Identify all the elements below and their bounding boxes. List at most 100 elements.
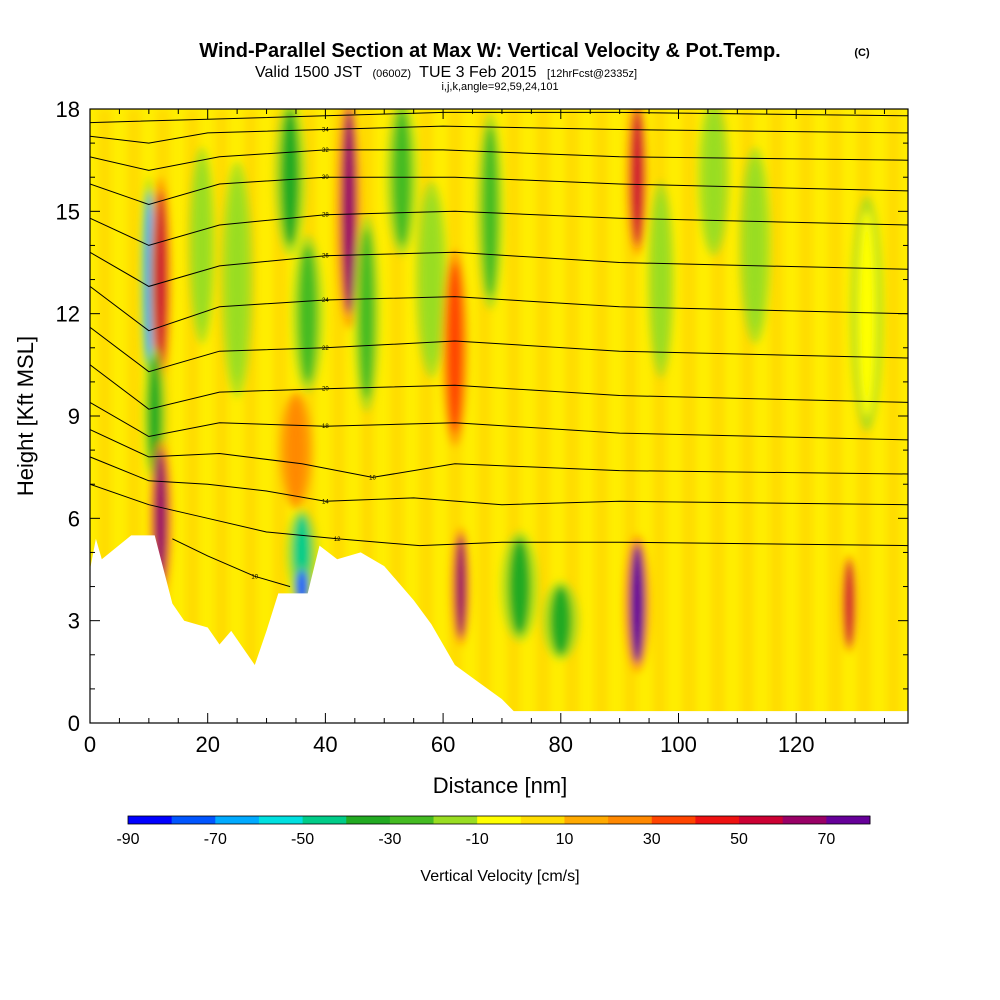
axes: 0 20 40 60 80 100 120 0 3 6 9 12 15 18 <box>56 97 909 757</box>
colorbar-tick-label: -50 <box>291 831 314 848</box>
valid-date: TUE 3 Feb 2015 <box>419 64 537 81</box>
velocity-texture-band <box>682 109 696 723</box>
colorbar-tick-label: 50 <box>730 831 748 848</box>
theta-contours: 34 32 30 28 26 24 22 20 18 16 14 12 10 <box>90 111 908 588</box>
x-tick-label: 120 <box>778 732 815 757</box>
theta-contour <box>90 401 908 441</box>
velocity-cell <box>857 211 876 416</box>
colorbar-tick-label: 30 <box>643 831 661 848</box>
theta-contour <box>90 286 908 332</box>
velocity-cell <box>550 586 572 655</box>
colorbar-tick-label: 10 <box>556 831 574 848</box>
velocity-cell <box>509 538 530 635</box>
x-tick-label: 0 <box>84 732 96 757</box>
colorbar-swatch <box>171 816 216 824</box>
velocity-cell <box>281 109 299 246</box>
colorbar-swatch <box>302 816 347 824</box>
colorbar-swatch <box>128 816 173 824</box>
theta-contour <box>90 111 908 124</box>
theta-contour <box>90 176 908 206</box>
theta-contour <box>90 125 908 144</box>
grid-indices: i,j,k,angle=92,59,24,101 <box>441 81 558 93</box>
theta-contour-label: 14 <box>322 499 329 505</box>
y-tick-label: 15 <box>56 199 80 224</box>
theta-contour-label: 12 <box>334 537 341 543</box>
velocity-texture-band <box>711 109 725 723</box>
velocity-cell <box>287 398 305 502</box>
colorbar-swatch <box>651 816 696 824</box>
velocity-cell <box>629 543 645 664</box>
velocity-cell <box>298 245 317 382</box>
plot-area: 34 32 30 28 26 24 22 20 18 16 14 12 10 <box>90 109 908 723</box>
velocity-cell <box>422 194 441 365</box>
theta-contour <box>90 456 908 506</box>
theta-contour-label: 16 <box>369 475 376 481</box>
valid-zulu: (0600Z) <box>372 68 411 80</box>
x-axis-label: Distance [nm] <box>433 773 568 798</box>
y-tick-label: 0 <box>68 711 80 736</box>
colorbar-swatch <box>433 816 478 824</box>
velocity-cell <box>154 190 167 369</box>
colorbar-swatch <box>695 816 740 824</box>
y-tick-label: 3 <box>68 609 80 634</box>
x-tick-label: 80 <box>549 732 573 757</box>
theta-contour-label: 18 <box>322 424 329 430</box>
y-tick-label: 12 <box>56 302 80 327</box>
theta-contour-label: 30 <box>322 175 329 181</box>
x-tick-label: 20 <box>195 732 219 757</box>
velocity-texture-band <box>389 109 404 723</box>
colorbar-tick-label: -10 <box>466 831 489 848</box>
velocity-cell <box>228 177 246 382</box>
colorbar-tick-label: -30 <box>378 831 401 848</box>
velocity-cell <box>653 194 669 365</box>
colorbar-swatch <box>346 816 391 824</box>
colorbar-swatch <box>215 816 260 824</box>
colorbar-swatch <box>477 816 522 824</box>
theta-contour <box>172 538 291 588</box>
theta-contour <box>90 210 908 246</box>
theta-contour <box>90 483 908 547</box>
velocity-cell <box>704 109 723 246</box>
colorbar-tick-label: 70 <box>817 831 835 848</box>
velocity-texture-band <box>565 109 579 723</box>
chart-title: Wind-Parallel Section at Max W: Vertical… <box>199 40 780 62</box>
velocity-texture-band <box>886 109 901 723</box>
y-tick-label: 9 <box>68 404 80 429</box>
valid-forecast: [12hrFcst@2335z] <box>547 68 637 80</box>
colorbar-swatch <box>564 816 609 824</box>
x-tick-label: 100 <box>660 732 697 757</box>
velocity-texture-band <box>536 109 550 723</box>
velocity-cell <box>455 535 467 638</box>
valid-line: Valid 1500 JST (0600Z) TUE 3 Feb 2015 [1… <box>255 64 637 81</box>
velocity-cell <box>631 109 644 246</box>
velocity-cells <box>140 109 883 673</box>
theta-contour <box>90 364 908 410</box>
theta-contour <box>90 326 908 373</box>
x-tick-label: 60 <box>431 732 455 757</box>
y-axis-label: Height [Kft MSL] <box>13 336 38 496</box>
colorbar-swatch <box>739 816 784 824</box>
theta-contour-label: 28 <box>322 213 329 219</box>
theta-contour-label: 32 <box>322 148 329 154</box>
velocity-cell <box>341 109 356 314</box>
colorbar-swatch <box>520 816 565 824</box>
velocity-cell <box>194 160 210 331</box>
velocity-cell <box>746 160 764 331</box>
colorbar-title: Vertical Velocity [cm/s] <box>420 868 579 885</box>
theta-contour <box>90 251 908 287</box>
velocity-texture-band <box>828 109 842 723</box>
theta-contour-label: 22 <box>322 346 329 352</box>
theta-contour-label: 20 <box>322 387 329 393</box>
colorbar-swatch <box>826 816 871 824</box>
copyright-mark: (C) <box>854 47 870 59</box>
theta-contour <box>90 429 908 478</box>
velocity-cell <box>359 228 374 399</box>
colorbar-swatch <box>608 816 653 824</box>
colorbar: -90 -70 -50 -30 -10 10 30 50 70 <box>116 815 871 848</box>
theta-contour <box>90 149 908 171</box>
velocity-field: 34 32 30 28 26 24 22 20 18 16 14 12 10 <box>90 109 908 723</box>
theta-contour-label: 10 <box>251 574 258 580</box>
y-tick-label: 18 <box>56 97 80 122</box>
